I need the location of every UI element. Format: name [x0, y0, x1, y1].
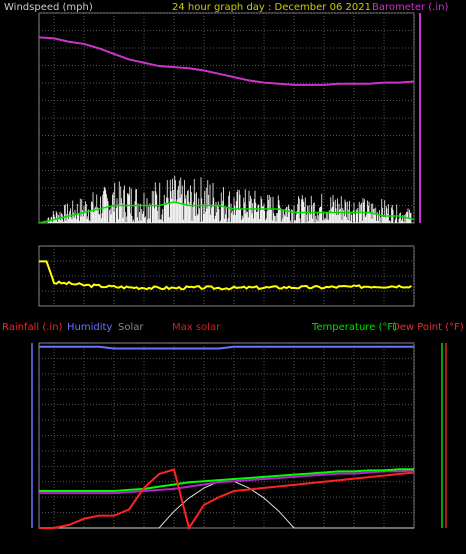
max-solar-label: Max solar [172, 322, 221, 333]
rain-temp-panel [31, 342, 447, 531]
chart-title: 24 hour graph day : December 06 2021 [172, 2, 371, 13]
rainfall-label: Rainfall (.in) [2, 322, 63, 333]
temperature-label: Temperature (°F) [311, 322, 397, 333]
wind-baro-grid [39, 12, 415, 223]
direction-grid [39, 246, 415, 306]
wind-baro-series [38, 36, 415, 224]
dew-point-label: Dew Point (°F) [392, 322, 464, 333]
barometer-line [38, 36, 415, 86]
humidity-label: Humidity [67, 322, 112, 333]
wind-avg-line [38, 201, 415, 224]
solar-label: Solar [118, 322, 144, 333]
humidity-line [39, 345, 414, 350]
direction-series [39, 260, 413, 291]
wind-baro-panel [38, 12, 421, 224]
wind-label: Windspeed (mph) [4, 2, 93, 13]
baro-label: Barometer (.in) [372, 2, 448, 13]
rainfall-line [39, 468, 415, 531]
direction-panel [38, 245, 415, 307]
dew-point-line [39, 469, 415, 495]
rain-temp-series [39, 345, 415, 531]
temperature-line [39, 468, 414, 492]
direction-line [39, 260, 413, 291]
rain-temp-grid [39, 343, 415, 528]
